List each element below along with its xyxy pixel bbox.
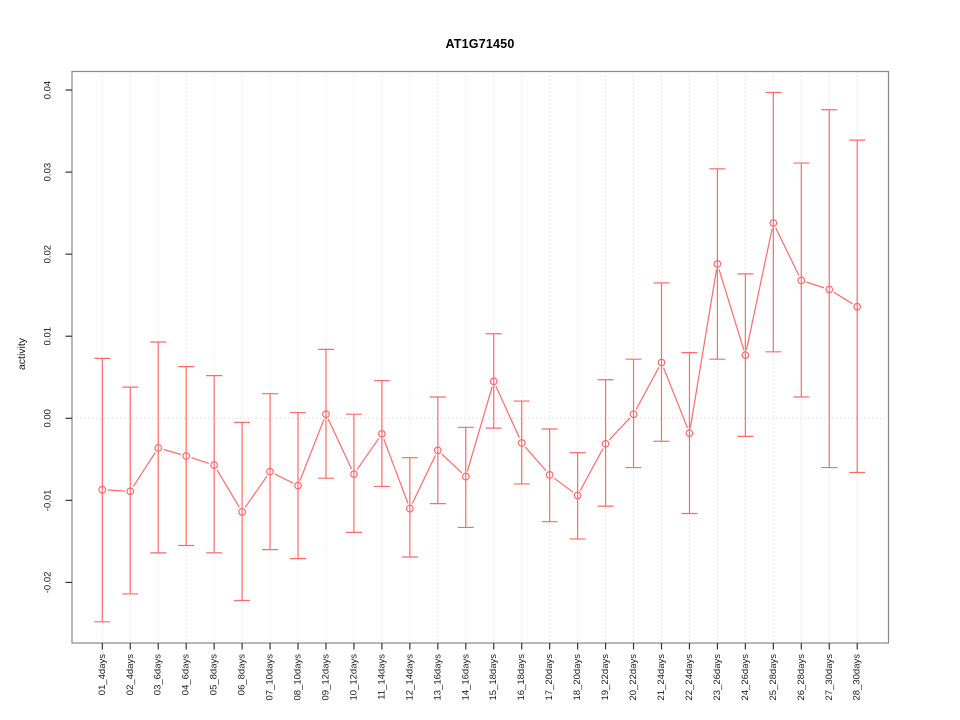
data-point — [685, 429, 694, 437]
series-segment — [107, 489, 125, 492]
series-segment — [579, 448, 604, 491]
y-tick-label: -0.02 — [43, 572, 54, 594]
data-point — [294, 481, 302, 490]
x-tick-label: 07_10days — [265, 654, 276, 701]
data-point — [853, 302, 862, 311]
series-segment — [635, 367, 660, 410]
x-tick-label: 22_24days — [684, 654, 695, 701]
series-segment — [689, 269, 718, 428]
series-segment — [411, 455, 436, 504]
y-tick-label: -0.01 — [43, 490, 54, 512]
series-segment — [833, 291, 853, 305]
x-tick-label: 18_20days — [572, 654, 583, 701]
x-tick-label: 17_20days — [544, 654, 555, 701]
series-segment — [553, 477, 574, 493]
x-tick-label: 28_30days — [852, 654, 863, 701]
data-point — [322, 410, 330, 419]
series-segment — [441, 453, 463, 474]
data-point — [210, 461, 219, 469]
x-tick-label: 15_18days — [488, 654, 499, 701]
x-tick-label: 02_4days — [125, 654, 136, 695]
data-point — [350, 470, 358, 479]
series-segment — [244, 475, 268, 508]
series-segment — [775, 227, 800, 276]
x-tick-label: 19_22days — [600, 654, 611, 701]
series-segment — [524, 446, 547, 472]
series-segment — [216, 469, 240, 508]
series-segment — [132, 452, 156, 488]
x-tick-label: 09_12days — [320, 654, 331, 701]
series-segment — [356, 438, 380, 470]
x-tick-label: 04_6days — [181, 654, 192, 695]
y-tick-label: 0.02 — [43, 245, 54, 264]
x-tick-label: 08_10days — [293, 654, 304, 701]
chart-title: AT1G71450 — [445, 37, 515, 51]
data-point — [238, 507, 247, 516]
y-tick-label: 0.04 — [43, 81, 54, 100]
data-point — [601, 439, 610, 448]
data-point — [378, 429, 386, 438]
series-segment — [495, 386, 520, 439]
x-tick-label: 11_14days — [376, 654, 387, 700]
series-segment — [191, 457, 210, 464]
x-tick-label: 01_4days — [97, 654, 108, 695]
data-point — [154, 443, 163, 452]
x-tick-label: 12_14days — [404, 654, 415, 701]
series-segment — [274, 473, 294, 484]
y-tick-label: 0.01 — [43, 327, 54, 346]
data-point — [405, 504, 414, 513]
x-tick-label: 03_6days — [153, 654, 164, 695]
x-tick-label: 26_28days — [796, 654, 807, 701]
data-point — [657, 358, 666, 367]
y-tick-label: 0.03 — [43, 163, 54, 182]
data-point — [98, 485, 107, 494]
series-segment — [466, 386, 493, 472]
data-point — [182, 452, 191, 460]
x-tick-label: 25_28days — [768, 654, 779, 701]
plot-box — [71, 70, 890, 644]
data-point — [573, 491, 582, 500]
data-point — [433, 446, 442, 455]
data-point — [517, 439, 526, 447]
series-segment — [806, 281, 825, 289]
x-tick-label: 23_26days — [712, 654, 723, 701]
x-tick-label: 16_18days — [516, 654, 527, 701]
series-segment — [383, 438, 409, 504]
data-point — [126, 487, 135, 496]
data-point — [713, 260, 722, 268]
x-tick-label: 20_22days — [628, 654, 639, 701]
x-tick-label: 21_24days — [656, 654, 667, 701]
series-segment — [662, 367, 688, 429]
series-segment — [718, 269, 745, 351]
x-tick-label: 27_30days — [824, 654, 835, 701]
data-point — [266, 467, 274, 476]
y-tick-label: 0.00 — [43, 409, 54, 428]
x-tick-label: 14_16days — [460, 654, 471, 701]
data-point — [629, 410, 638, 419]
x-tick-label: 06_8days — [237, 654, 248, 695]
data-point — [545, 471, 554, 479]
series-segment — [327, 418, 353, 470]
x-tick-label: 10_12days — [348, 654, 359, 701]
x-tick-label: 05_8days — [209, 654, 220, 695]
data-point — [797, 276, 806, 285]
data-point — [769, 219, 778, 227]
x-tick-label: 13_16days — [432, 654, 443, 701]
data-point — [825, 285, 834, 294]
series-segment — [299, 419, 325, 481]
data-point — [489, 377, 498, 386]
series-segment — [608, 417, 631, 441]
data-point — [461, 472, 470, 481]
series-segment — [163, 448, 182, 456]
data-point — [741, 351, 750, 360]
series-segment — [745, 228, 773, 350]
x-tick-label: 24_26days — [740, 654, 751, 701]
